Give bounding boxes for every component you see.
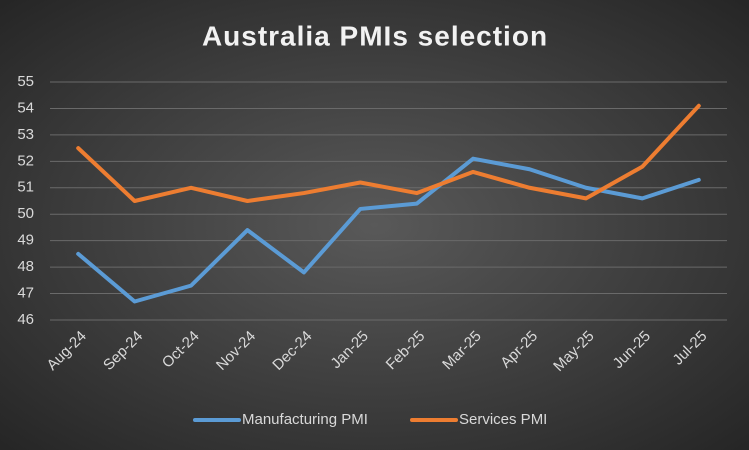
y-tick-label: 55	[17, 73, 34, 90]
y-tick-label: 51	[17, 179, 34, 196]
y-tick-label: 48	[17, 258, 34, 275]
legend-label: Services PMI	[459, 411, 547, 428]
y-tick-label: 49	[17, 232, 34, 249]
y-tick-label: 54	[17, 99, 34, 116]
y-tick-label: 53	[17, 126, 34, 143]
legend-label: Manufacturing PMI	[242, 411, 368, 428]
y-tick-label: 46	[17, 311, 34, 328]
y-tick-label: 52	[17, 152, 34, 169]
y-tick-label: 47	[17, 285, 34, 302]
y-tick-label: 50	[17, 205, 34, 222]
series-line	[76, 156, 701, 304]
series-line	[76, 103, 701, 203]
chart-title: Australia PMIs selection	[202, 20, 548, 51]
